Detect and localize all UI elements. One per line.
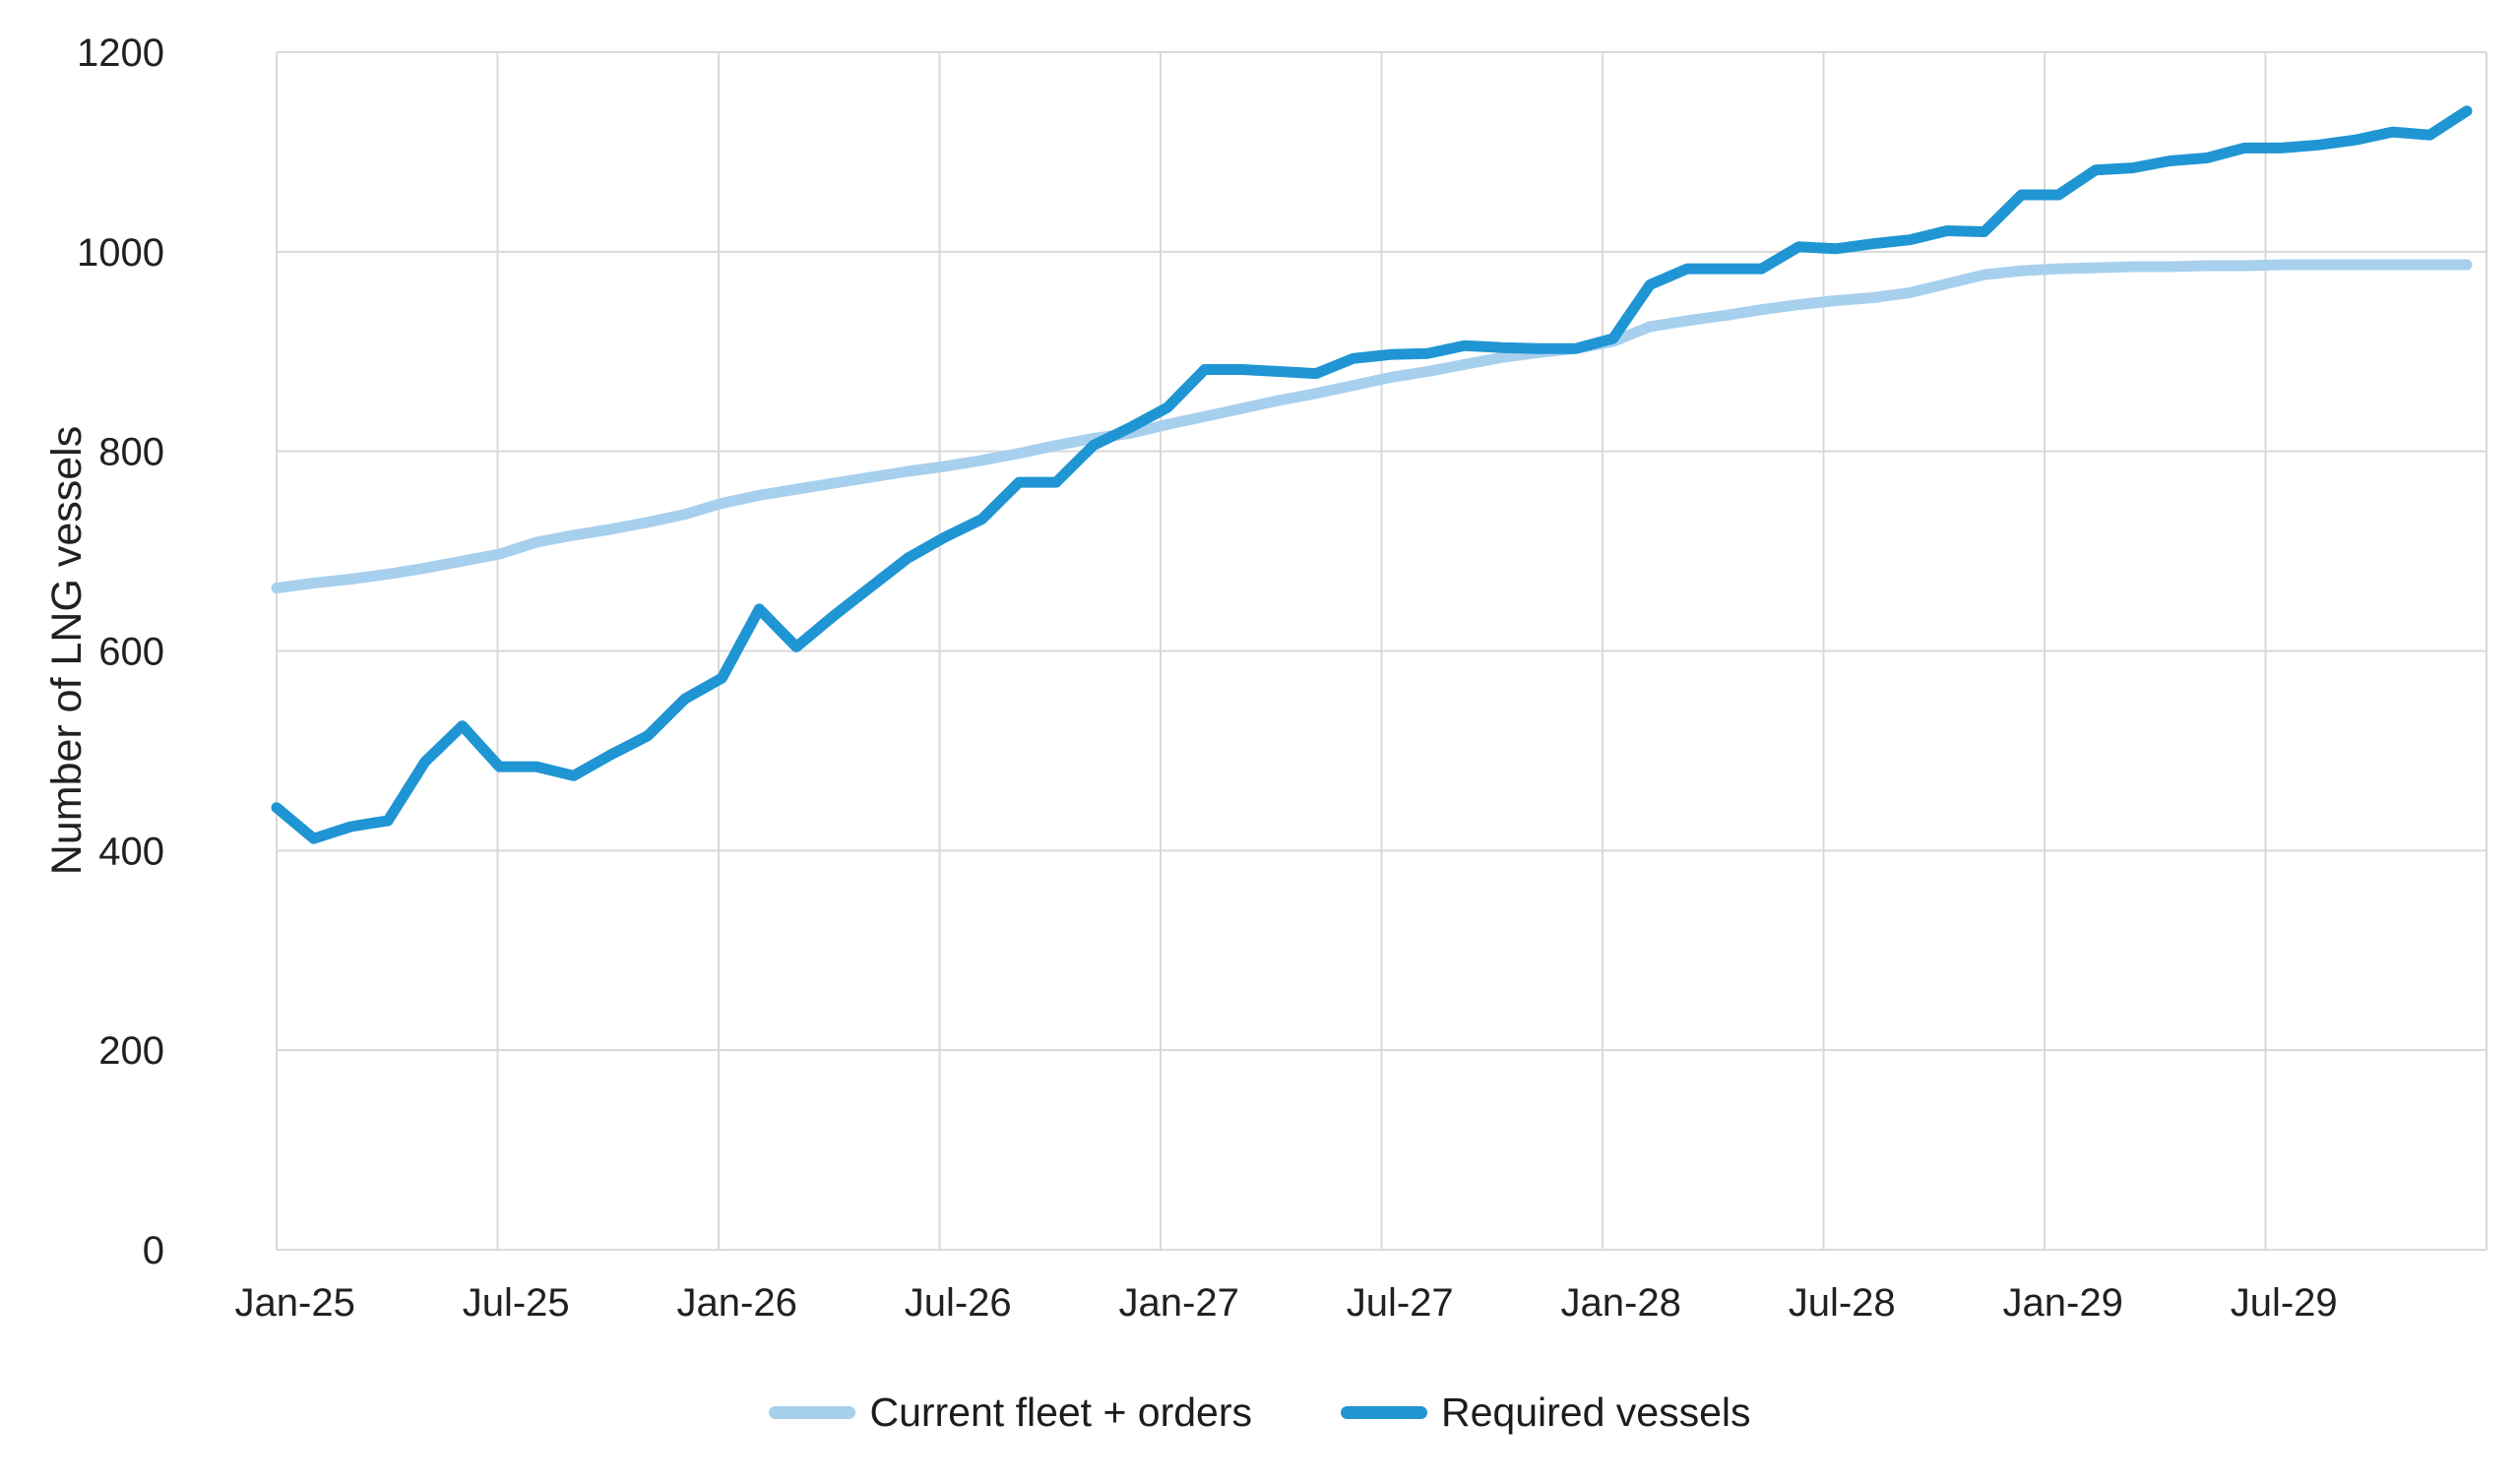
legend: Current fleet + orders Required vessels — [0, 1389, 2520, 1436]
x-tick-label: Jul-29 — [2231, 1281, 2338, 1325]
gridlines — [276, 51, 2488, 1251]
y-tick-label: 800 — [98, 431, 164, 474]
legend-swatch-required-vessels-line — [1341, 1406, 1428, 1419]
x-tick-label: Jul-26 — [905, 1281, 1012, 1325]
y-tick-label: 1200 — [77, 31, 164, 75]
x-axis-tick-labels: Jan-25 Jul-25 Jan-26 Jul-26 Jan-27 Jul-27 Jan-… — [235, 1281, 2338, 1325]
x-tick-label: Jan-29 — [2003, 1281, 2123, 1325]
y-axis-tick-labels: 0 200 400 600 800 1000 1200 — [77, 31, 164, 1272]
x-tick-label: Jan-27 — [1119, 1281, 1239, 1325]
legend-item-current-fleet: Current fleet + orders — [769, 1389, 1252, 1436]
legend-label-required-vessels: Required vessels — [1441, 1389, 1751, 1435]
data-series-lines — [271, 105, 2473, 844]
x-tick-label: Jan-25 — [235, 1281, 355, 1325]
legend-label-current-fleet: Current fleet + orders — [869, 1389, 1253, 1435]
y-tick-label: 400 — [98, 830, 164, 873]
x-tick-label: Jan-28 — [1561, 1281, 1681, 1325]
y-tick-label: 200 — [98, 1029, 164, 1073]
legend-swatch-current-fleet-line — [769, 1406, 856, 1419]
x-tick-label: Jul-25 — [463, 1281, 570, 1325]
y-tick-label: 1000 — [77, 231, 164, 275]
x-tick-label: Jul-27 — [1347, 1281, 1454, 1325]
x-tick-label: Jul-28 — [1789, 1281, 1896, 1325]
y-tick-label: 0 — [143, 1229, 164, 1272]
series-line-current-fleet-orders — [271, 259, 2473, 594]
x-tick-label: Jan-26 — [677, 1281, 797, 1325]
series-line-required-vessels — [271, 105, 2473, 844]
y-tick-label: 600 — [98, 631, 164, 674]
y-axis-title: Number of LNG vessels — [43, 426, 91, 875]
legend-item-required-vessels: Required vessels — [1341, 1389, 1751, 1436]
